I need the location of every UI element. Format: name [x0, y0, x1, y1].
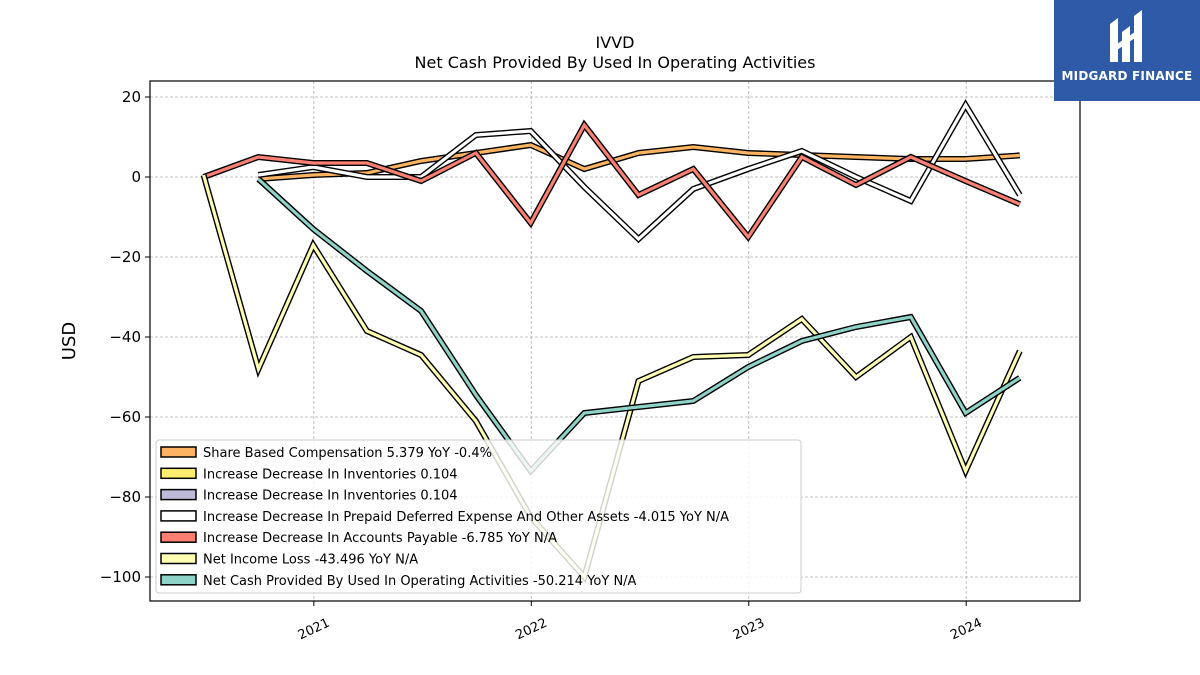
x-tick-label: 2023	[731, 616, 767, 644]
y-tick-label: −20	[109, 248, 141, 266]
legend-swatch	[160, 552, 197, 565]
y-tick-label: −100	[100, 568, 141, 586]
plot-frame	[149, 80, 1081, 602]
y-axis: 20 0 −20 −40 −60 −80 −100	[100, 88, 150, 586]
chart-title: IVVD	[596, 33, 635, 52]
series-outline-4	[202, 119, 1021, 243]
legend-entry: Increase Decrease In Accounts Payable -6…	[203, 531, 557, 546]
y-tick-label: −40	[109, 328, 141, 346]
legend-swatch	[160, 531, 197, 543]
y-tick-label: 20	[122, 88, 141, 106]
logo-text: MIDGARD FINANCE	[1061, 69, 1193, 83]
x-tick-label: 2021	[296, 616, 332, 644]
series-line-4	[203, 122, 1021, 240]
legend-swatch	[160, 574, 197, 586]
series-outline-6	[256, 176, 1022, 476]
x-tick-label: 2024	[948, 616, 984, 644]
x-tick-label: 2022	[513, 616, 549, 644]
legend-swatch	[160, 488, 197, 501]
logo-mark-icon	[1110, 10, 1142, 62]
legend: Share Based Compensation 5.379 YoY -0.4%…	[155, 439, 802, 594]
legend-swatch	[160, 510, 197, 522]
chart-subtitle: Net Cash Provided By Used In Operating A…	[415, 53, 816, 72]
series-line-6	[257, 177, 1021, 474]
series-line-3	[258, 101, 1022, 242]
legend-swatch	[160, 467, 197, 480]
x-axis: 2021 2022 2023 2024	[296, 601, 985, 643]
legend-box	[155, 439, 802, 594]
midgard-finance-logo: MIDGARD FINANCE	[1054, 0, 1200, 101]
legend-entry: Share Based Compensation 5.379 YoY -0.4%	[203, 446, 492, 461]
legend-entry: Net Cash Provided By Used In Operating A…	[203, 574, 637, 589]
legend-entry: Increase Decrease In Inventories 0.104	[203, 489, 458, 504]
legend-entry: Increase Decrease In Inventories 0.104	[203, 467, 458, 482]
series-layer	[200, 99, 1023, 584]
legend-swatch	[160, 446, 197, 458]
y-tick-label: 0	[131, 168, 141, 186]
y-tick-label: −60	[109, 408, 141, 426]
y-tick-label: −80	[109, 488, 141, 506]
legend-entry: Net Income Loss -43.496 YoY N/A	[203, 553, 418, 568]
legend-entry: Increase Decrease In Prepaid Deferred Ex…	[203, 510, 729, 525]
y-axis-label: USD	[59, 322, 80, 360]
